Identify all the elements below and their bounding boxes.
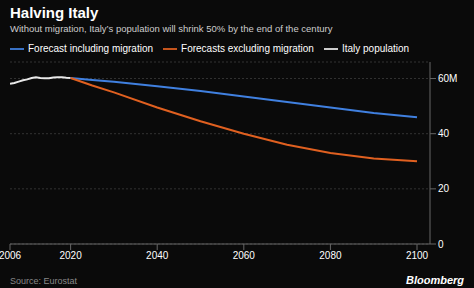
svg-text:2080: 2080 bbox=[319, 250, 342, 261]
html-text:Bloomberg: Bloomberg bbox=[405, 274, 464, 286]
svg-text:60M: 60M bbox=[438, 73, 457, 84]
svg-text:0: 0 bbox=[438, 239, 444, 250]
svg-text:40: 40 bbox=[438, 128, 450, 139]
svg-text:2100: 2100 bbox=[406, 250, 429, 261]
svg-text:2006: 2006 bbox=[8, 250, 22, 261]
html-text:Source: Eurostat: Source: Eurostat bbox=[10, 276, 77, 286]
svg-text:2060: 2060 bbox=[233, 250, 256, 261]
html-text:Forecast including migration: Forecast including migration bbox=[28, 42, 154, 54]
svg-text:2020: 2020 bbox=[59, 250, 82, 261]
html-text:Forecasts excluding migration: Forecasts excluding migration bbox=[181, 42, 314, 54]
svg-text:2040: 2040 bbox=[146, 250, 169, 261]
html-text:Italy population: Italy population bbox=[341, 42, 410, 54]
html-text:Without migration, Italy’s pop: Without migration, Italy’s population wi… bbox=[10, 23, 333, 34]
svg-text:20: 20 bbox=[438, 183, 450, 194]
html-text:Halving Italy: Halving Italy bbox=[10, 4, 99, 21]
